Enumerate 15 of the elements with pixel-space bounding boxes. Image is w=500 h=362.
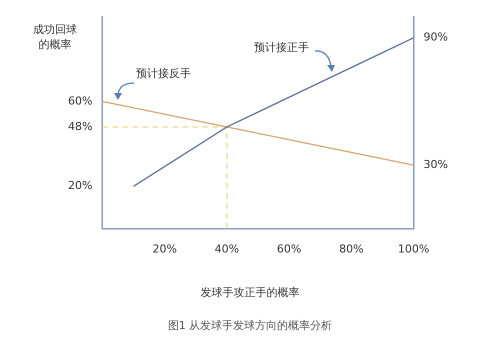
x-tick-label: 100% [398, 242, 430, 256]
x-tick-label: 40% [214, 242, 240, 256]
y2-tick-label: 90% [424, 30, 448, 44]
x-tick-label: 80% [339, 242, 364, 256]
y-tick-label: 60% [68, 94, 92, 108]
caption: 图1 从发球手发球方向的概率分析 [166, 318, 334, 333]
x-axis-title: 发球手攻正手的概率 [200, 285, 300, 300]
text: 预计接反手 [136, 66, 191, 81]
y-tick-label: 20% [68, 179, 92, 192]
y2-tick-label: 30% [424, 158, 448, 171]
text: 预计接正手 [254, 40, 309, 55]
y-axis-title: 成功回球的概率 [32, 22, 78, 52]
x-tick-label: 20% [152, 242, 177, 256]
x-tick-label: 60% [276, 242, 302, 256]
y-tick-label: 48% [68, 120, 92, 133]
